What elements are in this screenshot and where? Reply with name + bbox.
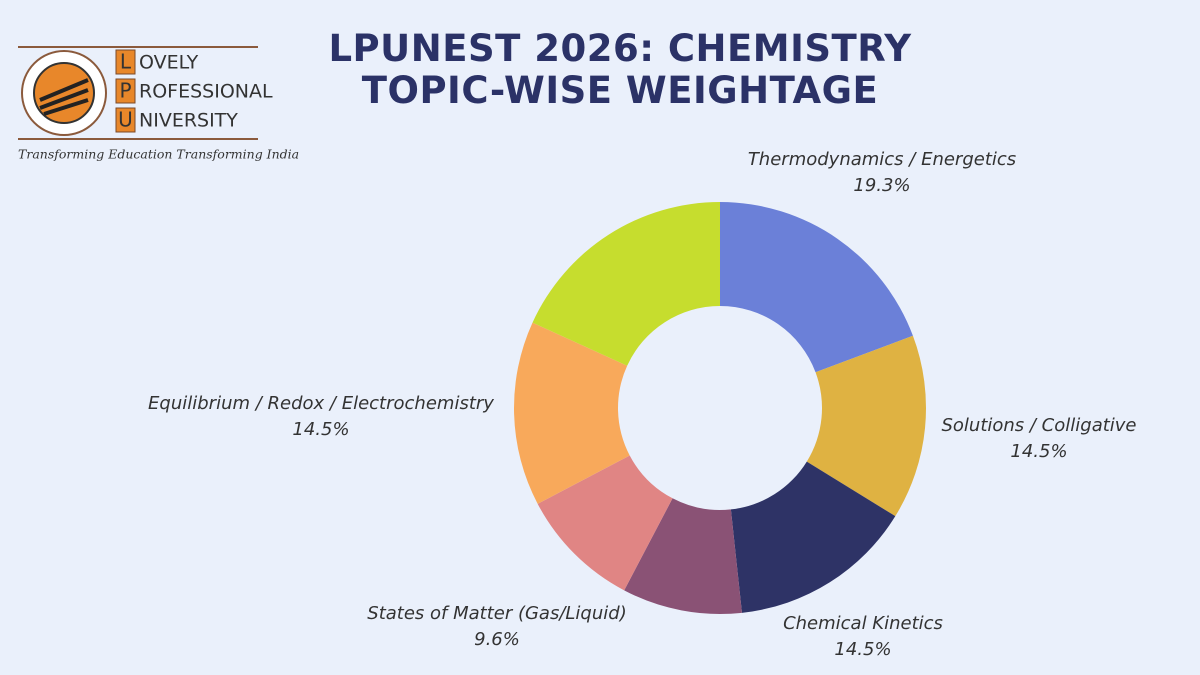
logo-word: NIVERSITY bbox=[139, 110, 238, 132]
logo-letter: P bbox=[119, 79, 131, 103]
slice bbox=[537, 455, 673, 591]
logo-tagline: Transforming Education Transforming Indi… bbox=[18, 147, 299, 162]
slice-label: Thermodynamics / Energetics bbox=[748, 149, 1016, 170]
logo-word: ROFESSIONAL bbox=[139, 81, 273, 103]
slice bbox=[514, 322, 630, 504]
logo bbox=[18, 46, 258, 140]
chart-title: LPUNEST 2026: CHEMISTRY TOPIC-WISE WEIGH… bbox=[328, 27, 912, 112]
emblem-core bbox=[33, 62, 95, 124]
emblem-rays bbox=[39, 78, 89, 116]
logo-word: OVELY bbox=[139, 52, 199, 74]
logo-letter-box bbox=[115, 49, 136, 75]
slice bbox=[730, 461, 896, 613]
slice bbox=[806, 335, 927, 517]
value-label: 14.5% bbox=[834, 639, 891, 660]
logo-letter: L bbox=[120, 50, 132, 74]
value-label: 14.5% bbox=[1010, 441, 1067, 462]
slice-label: States of Matter (Gas/Liquid) bbox=[367, 603, 626, 624]
slice-label: Equilibrium / Redox / Electrochemistry bbox=[148, 393, 494, 414]
logo-letter: U bbox=[118, 108, 133, 132]
value-label: 14.5% bbox=[292, 419, 349, 440]
value-label: 9.6% bbox=[474, 629, 520, 650]
slice bbox=[720, 202, 913, 373]
logo-letter-box bbox=[115, 107, 136, 133]
value-label: 19.3% bbox=[853, 175, 910, 196]
logo-letter-box bbox=[115, 78, 136, 104]
slice-label: Solutions / Colligative bbox=[941, 415, 1136, 436]
slice bbox=[532, 202, 720, 366]
slice bbox=[624, 498, 742, 615]
slice-label: Chemical Kinetics bbox=[783, 613, 943, 634]
